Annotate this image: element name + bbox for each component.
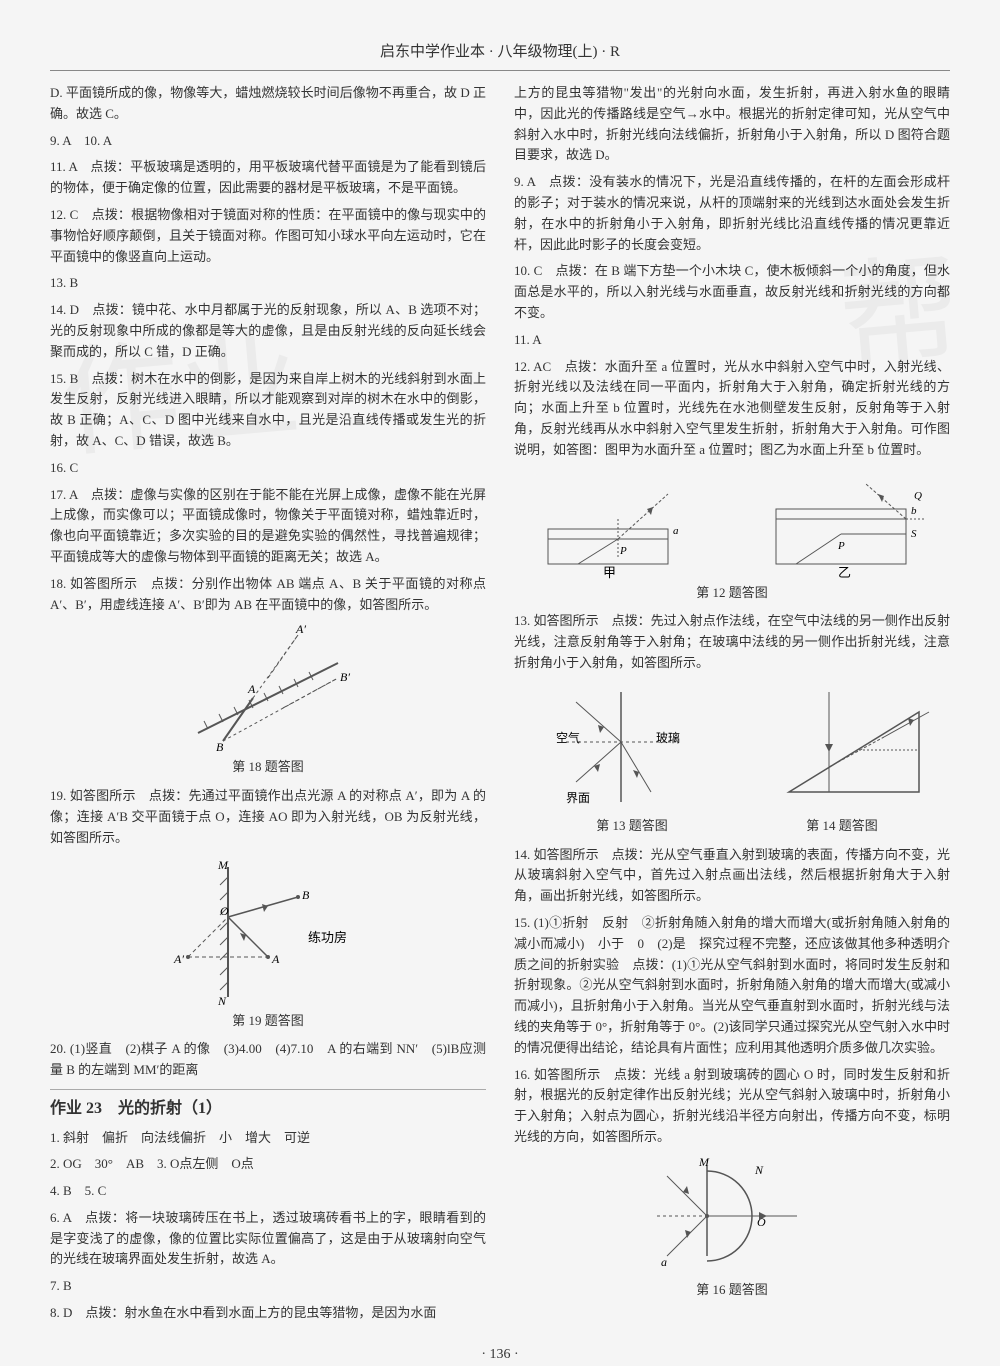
svg-text:P: P xyxy=(837,540,845,552)
answer-text: 19. 如答图所示 点拨：先通过平面镜作出点光源 A 的对称点 A′，即为 A … xyxy=(50,786,486,848)
figure-12: a P 甲 b P S xyxy=(514,469,950,604)
svg-text:N: N xyxy=(754,1163,764,1177)
figure-caption: 第 14 题答图 xyxy=(757,816,927,837)
figure-label: 练功房 xyxy=(308,930,347,945)
answer-text: 12. AC 点拨：水面升至 a 位置时，光从水中斜射入空气中时，入射光线、折射… xyxy=(514,357,950,461)
answer-text: 15. (1)①折射 反射 ②折射角随入射角的增大而增大(或折射角随入射角的减小… xyxy=(514,913,950,1059)
svg-text:甲: 甲 xyxy=(603,565,616,579)
svg-text:B: B xyxy=(216,740,224,753)
figure-caption: 第 19 题答图 xyxy=(50,1011,486,1032)
page-header: 启东中学作业本 · 八年级物理(上) · R xyxy=(50,40,950,71)
svg-text:N: N xyxy=(217,994,227,1007)
svg-text:a: a xyxy=(673,525,679,537)
answer-text: 10. C 点拨：在 B 端下方垫一个小木块 C，使木板倾斜一个小的角度，但水面… xyxy=(514,261,950,323)
svg-text:S: S xyxy=(911,528,917,540)
answer-text: 8. D 点拨：射水鱼在水中看到水面上方的昆虫等猎物，是因为水面 xyxy=(50,1303,486,1324)
answer-text: 1. 斜射 偏折 向法线偏折 小 增大 可逆 xyxy=(50,1128,486,1149)
figure-caption: 第 12 题答图 xyxy=(514,583,950,604)
answer-text: 18. 如答图所示 点拨：分别作出物体 AB 端点 A、B 关于平面镜的对称点 … xyxy=(50,574,486,616)
answer-text: 14. 如答图所示 点拨：光从空气垂直入射到玻璃的表面，传播方向不变，光从玻璃斜… xyxy=(514,845,950,907)
answer-text: D. 平面镜所成的像，物像等大，蜡烛燃烧较长时间后像物不再重合，故 D 正确。故… xyxy=(50,83,486,125)
answer-text: 11. A 点拨：平板玻璃是透明的，用平板玻璃代替平面镜是为了能看到镜后的物体，… xyxy=(50,157,486,199)
svg-text:界面: 界面 xyxy=(566,791,590,805)
svg-text:A′: A′ xyxy=(173,952,184,966)
figure-19: M N A A′ B O 练功房 第 19 题答图 xyxy=(50,857,486,1032)
svg-text:B′: B′ xyxy=(340,670,350,684)
svg-text:B: B xyxy=(302,888,310,902)
page-number: · 136 · xyxy=(50,1344,950,1366)
svg-text:a: a xyxy=(661,1255,667,1269)
figure-16: M N O a 第 16 题答图 xyxy=(514,1156,950,1301)
answer-text: 6. A 点拨：将一块玻璃砖压在书上，透过玻璃砖看书上的字，眼睛看到的是字变浅了… xyxy=(50,1208,486,1270)
answer-text: 17. A 点拨：虚像与实像的区别在于能不能在光屏上成像，虚像不能在光屏上成像，… xyxy=(50,485,486,568)
left-column: D. 平面镜所成的像，物像等大，蜡烛燃烧较长时间后像物不再重合，故 D 正确。故… xyxy=(50,83,486,1330)
answer-text: 2. OG 30° AB 3. O点左侧 O点 xyxy=(50,1154,486,1175)
svg-text:A: A xyxy=(247,682,256,696)
section-title: 作业 23 光的折射（1） xyxy=(50,1089,486,1122)
right-column: 上方的昆虫等猎物"发出"的光射向水面，发生折射，再进入射水鱼的眼睛中，因此光的传… xyxy=(514,83,950,1330)
svg-text:O: O xyxy=(220,904,229,918)
figure-caption: 第 16 题答图 xyxy=(514,1280,950,1301)
answer-text: 7. B xyxy=(50,1276,486,1297)
svg-text:P: P xyxy=(619,545,627,557)
figure-caption: 第 18 题答图 xyxy=(50,757,486,778)
answer-text: 14. D 点拨：镜中花、水中月都属于光的反射现象，所以 A、B 选项不对；光的… xyxy=(50,300,486,362)
svg-text:b: b xyxy=(911,505,917,517)
answer-text: 15. B 点拨：树木在水中的倒影，是因为来自岸上树木的光线斜射到水面上发生反射… xyxy=(50,369,486,452)
answer-text: 20. (1)竖直 (2)棋子 A 的像 (3)4.00 (4)7.10 A 的… xyxy=(50,1039,486,1081)
answer-text: 11. A xyxy=(514,330,950,351)
answer-text: 13. 如答图所示 点拨：先过入射点作法线，在空气中法线的另一侧作出反射光线，注… xyxy=(514,611,950,673)
svg-text:Q: Q xyxy=(914,490,922,502)
svg-text:A: A xyxy=(271,952,280,966)
answer-text: 16. 如答图所示 点拨：光线 a 射到玻璃砖的圆心 O 时，同时发生反射和折射… xyxy=(514,1065,950,1148)
figure-18: B A A′ B′ 第 18 题答图 xyxy=(50,623,486,778)
svg-text:玻璃: 玻璃 xyxy=(656,731,680,745)
svg-text:空气: 空气 xyxy=(556,730,580,745)
figure-13-14: 空气 玻璃 界面 xyxy=(514,682,950,837)
answer-text: 12. C 点拨：根据物像相对于镜面对称的性质：在平面镜中的像与现实中的事物恰好… xyxy=(50,205,486,267)
answer-text: 13. B xyxy=(50,273,486,294)
svg-text:A′: A′ xyxy=(295,623,306,636)
svg-text:M: M xyxy=(698,1156,710,1169)
svg-text:乙: 乙 xyxy=(838,565,851,579)
answer-text: 16. C xyxy=(50,458,486,479)
answer-text: 9. A 点拨：没有装水的情况下，光是沿直线传播的，在杆的左面会形成杆的影子；对… xyxy=(514,172,950,255)
content-columns: D. 平面镜所成的像，物像等大，蜡烛燃烧较长时间后像物不再重合，故 D 正确。故… xyxy=(50,83,950,1330)
figure-caption: 第 13 题答图 xyxy=(537,816,727,837)
svg-text:M: M xyxy=(217,858,229,872)
answer-text: 上方的昆虫等猎物"发出"的光射向水面，发生折射，再进入射水鱼的眼睛中，因此光的传… xyxy=(514,83,950,166)
answer-text: 9. A 10. A xyxy=(50,131,486,152)
answer-text: 4. B 5. C xyxy=(50,1181,486,1202)
